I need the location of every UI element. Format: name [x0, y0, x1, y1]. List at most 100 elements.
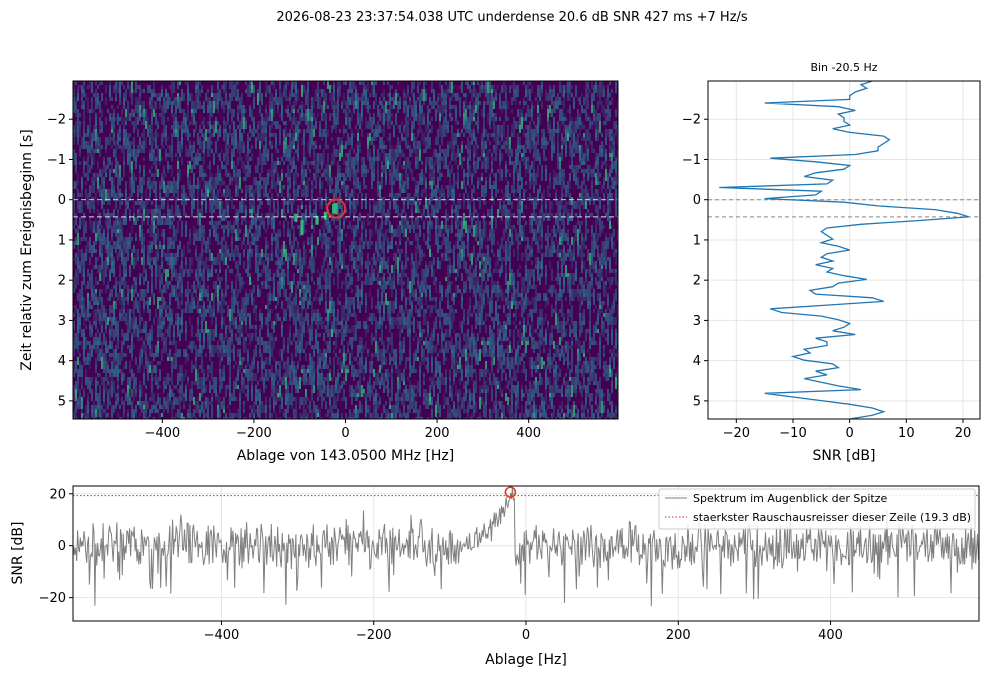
waterfall-cell	[227, 185, 229, 197]
waterfall-cell	[133, 217, 135, 221]
waterfall-cell	[377, 273, 379, 281]
waterfall-cell	[279, 229, 281, 233]
waterfall-cell	[351, 89, 353, 93]
waterfall-cell	[277, 313, 279, 321]
waterfall-cell	[351, 297, 353, 305]
waterfall-cell	[237, 125, 239, 129]
waterfall-cell	[345, 81, 347, 85]
waterfall-cell	[199, 233, 201, 241]
waterfall-cell	[219, 253, 221, 261]
waterfall-cell	[329, 273, 331, 281]
waterfall-cell	[329, 341, 331, 353]
waterfall-cell	[207, 409, 209, 419]
waterfall-cell	[93, 401, 95, 405]
waterfall-cell	[153, 113, 155, 117]
waterfall-cell	[375, 341, 377, 353]
waterfall-cell	[231, 149, 233, 161]
waterfall-cell	[263, 117, 265, 125]
waterfall-cell	[73, 193, 75, 205]
waterfall-cell	[363, 321, 365, 329]
waterfall-cell	[207, 237, 209, 249]
waterfall-cell	[257, 237, 259, 241]
waterfall-cell	[195, 253, 197, 257]
waterfall-cell	[297, 185, 299, 197]
waterfall-cell	[373, 353, 375, 357]
waterfall-cell	[99, 297, 101, 301]
waterfall-cell	[313, 97, 315, 109]
waterfall-cell	[275, 145, 277, 153]
waterfall-cell	[133, 373, 135, 377]
waterfall-cell	[85, 93, 87, 101]
waterfall-cell	[79, 145, 81, 157]
waterfall-cell	[265, 229, 267, 233]
waterfall-cell	[133, 125, 135, 133]
waterfall-cell	[201, 141, 203, 153]
waterfall-cell	[287, 265, 289, 273]
waterfall-cell	[119, 145, 121, 149]
waterfall-cell	[101, 413, 103, 419]
waterfall-cell	[243, 337, 245, 345]
waterfall-cell	[147, 401, 149, 409]
waterfall-cell	[351, 189, 353, 197]
waterfall-cell	[119, 165, 121, 177]
waterfall-cell	[373, 153, 375, 165]
waterfall-cell	[369, 117, 371, 129]
waterfall-cell	[213, 189, 215, 201]
waterfall-cell	[211, 177, 213, 181]
waterfall-cell	[93, 229, 95, 233]
waterfall-cell	[357, 117, 359, 125]
waterfall-cell	[81, 289, 83, 293]
waterfall-cell	[213, 225, 215, 233]
waterfall-cell	[377, 345, 379, 353]
waterfall-cell	[87, 297, 89, 309]
waterfall-cell	[185, 289, 187, 297]
waterfall-cell	[171, 241, 173, 249]
waterfall-cell	[101, 349, 103, 361]
waterfall-cell	[145, 205, 147, 217]
waterfall-cell	[291, 245, 293, 257]
waterfall-cell	[293, 201, 295, 205]
waterfall-cell	[85, 309, 87, 321]
waterfall-cell	[219, 89, 221, 101]
waterfall-cell	[287, 229, 289, 233]
waterfall-cell	[159, 373, 161, 381]
waterfall-cell	[115, 157, 117, 169]
waterfall-cell	[197, 349, 199, 357]
waterfall-cell	[199, 257, 201, 265]
waterfall-cell	[243, 357, 245, 361]
waterfall-cell	[137, 365, 139, 373]
waterfall-cell	[319, 313, 321, 325]
waterfall-cell	[207, 309, 209, 313]
waterfall-cell	[101, 201, 103, 205]
waterfall-cell	[199, 125, 201, 133]
waterfall-cell	[315, 369, 317, 373]
waterfall-cell	[273, 237, 275, 241]
waterfall-cell	[355, 201, 357, 213]
waterfall-cell	[109, 381, 111, 393]
waterfall-cell	[181, 309, 183, 313]
waterfall-cell	[87, 405, 89, 409]
waterfall-cell	[337, 89, 339, 101]
waterfall-cell	[161, 93, 163, 97]
waterfall-cell	[365, 341, 367, 349]
waterfall-cell	[213, 181, 215, 193]
waterfall-cell	[169, 337, 171, 341]
waterfall-cell	[151, 105, 153, 117]
waterfall-cell	[263, 185, 265, 197]
waterfall-cell	[159, 277, 161, 285]
waterfall-cell	[329, 113, 331, 117]
waterfall-cell	[287, 301, 289, 309]
waterfall-cell	[83, 89, 85, 97]
waterfall-cell	[253, 121, 255, 129]
waterfall-cell	[319, 97, 321, 109]
waterfall-cell	[95, 337, 97, 349]
waterfall-cell	[81, 405, 83, 413]
waterfall-cell	[275, 321, 277, 325]
waterfall-cell	[99, 125, 101, 129]
waterfall-cell	[329, 89, 331, 101]
waterfall-cell	[213, 101, 215, 113]
waterfall-cell	[83, 165, 85, 177]
waterfall-cell	[381, 353, 383, 357]
waterfall-cell	[269, 213, 271, 225]
waterfall-cell	[357, 193, 359, 205]
